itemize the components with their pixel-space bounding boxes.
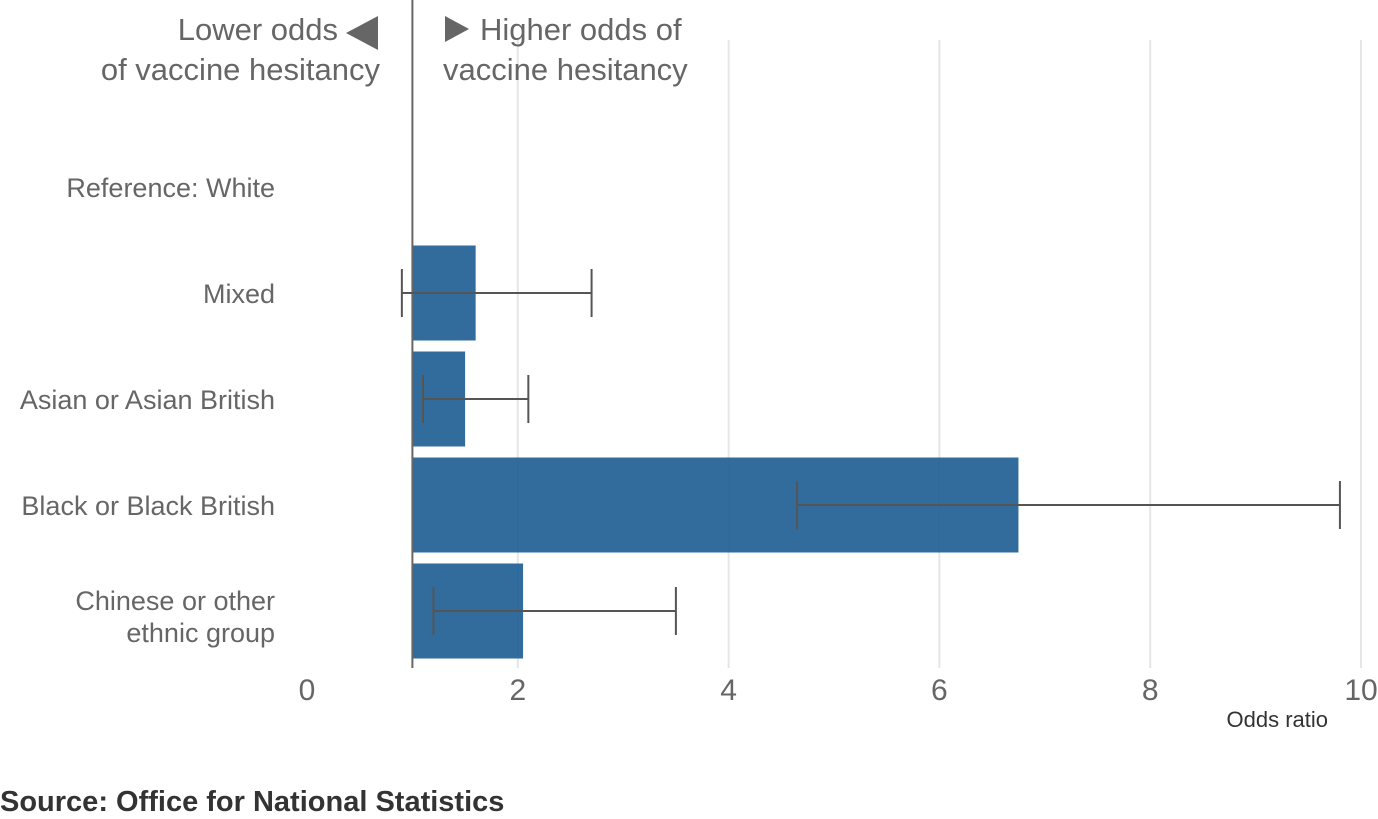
gridlines xyxy=(516,40,1362,668)
category-label: Chinese or other ethnic group xyxy=(75,586,275,648)
category-label: Asian or Asian British xyxy=(20,385,275,415)
bars xyxy=(412,245,1019,659)
error-bar xyxy=(400,269,593,317)
category-label: Reference: White xyxy=(66,173,275,203)
x-tick-label: 4 xyxy=(720,674,737,707)
x-axis-title: Odds ratio xyxy=(1227,707,1329,732)
category-labels: Reference: White Mixed Asian or Asian Brit… xyxy=(20,173,275,648)
x-tick-label: 2 xyxy=(509,674,526,707)
odds-ratio-chart: Reference: White Mixed Asian or Asian Brit… xyxy=(20,0,1378,732)
lower-odds-annotation: Lower odds of vaccine hesitancy xyxy=(101,12,381,87)
source-note: Source: Office for National Statistics xyxy=(0,786,505,818)
right-arrow-icon xyxy=(445,16,469,42)
error-bar xyxy=(421,375,530,423)
category-label: Black or Black British xyxy=(21,491,275,521)
error-bar xyxy=(432,587,677,635)
x-tick-label: 0 xyxy=(299,674,316,707)
higher-odds-line-1: Higher odds of xyxy=(480,12,682,47)
x-tick-label: 10 xyxy=(1344,674,1377,707)
higher-odds-annotation: Higher odds of vaccine hesitancy xyxy=(443,12,688,87)
category-label: Mixed xyxy=(203,279,275,309)
lower-odds-line-2: of vaccine hesitancy xyxy=(101,52,381,87)
error-bars xyxy=(400,269,1341,635)
error-bar xyxy=(796,481,1341,529)
x-tick-labels: 0 2 4 6 8 10 xyxy=(299,674,1378,707)
left-arrow-icon xyxy=(346,16,378,50)
lower-odds-line-1: Lower odds xyxy=(178,12,338,47)
x-tick-label: 6 xyxy=(931,674,948,707)
higher-odds-line-2: vaccine hesitancy xyxy=(443,52,688,87)
x-tick-label: 8 xyxy=(1142,674,1159,707)
